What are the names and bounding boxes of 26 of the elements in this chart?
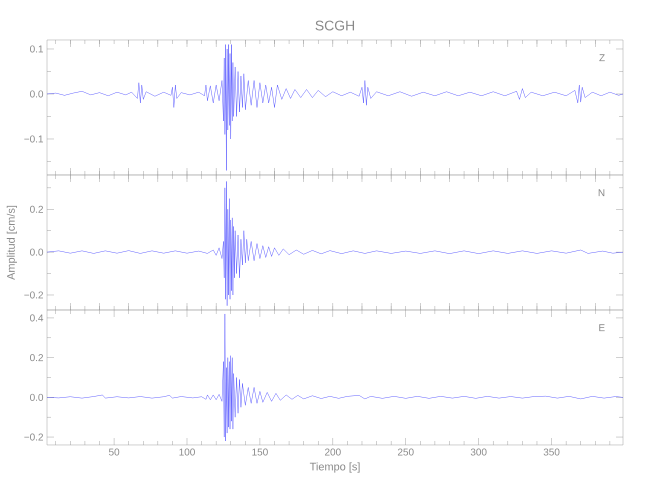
annotation: N xyxy=(598,189,604,196)
annotation: E xyxy=(599,324,605,332)
line-series xyxy=(47,44,624,171)
y-tick-label: −0.1 xyxy=(24,135,44,143)
annotation: Z xyxy=(599,54,605,62)
y-tick-label: 0.2 xyxy=(30,354,43,362)
x-tick-label: 350 xyxy=(544,448,560,456)
y-tick-label: −0.2 xyxy=(24,291,43,299)
line-series xyxy=(47,314,624,442)
line-series xyxy=(47,181,624,306)
chart-title: SCGH xyxy=(316,20,354,30)
y-tick-label: 0.0 xyxy=(30,90,44,98)
x-tick-label: 300 xyxy=(470,448,487,456)
y-tick-label: 0.2 xyxy=(30,206,43,213)
y-tick-label: 0.0 xyxy=(30,248,44,256)
x-axis-title: Tiempo [s] xyxy=(310,462,360,473)
y-tick-label: 0.4 xyxy=(30,314,44,322)
x-tick-label: 100 xyxy=(179,448,195,456)
y-axis-title: Amplitud [cm/s] xyxy=(6,206,17,280)
x-tick-label: 150 xyxy=(252,448,268,456)
x-tick-label: 200 xyxy=(325,448,341,456)
x-tick-label: 250 xyxy=(398,448,414,456)
y-tick-label: 0.0 xyxy=(30,394,44,401)
y-tick-label: −0.2 xyxy=(24,434,43,441)
x-tick-label: 50 xyxy=(108,448,120,456)
y-tick-label: 0.1 xyxy=(30,45,44,53)
